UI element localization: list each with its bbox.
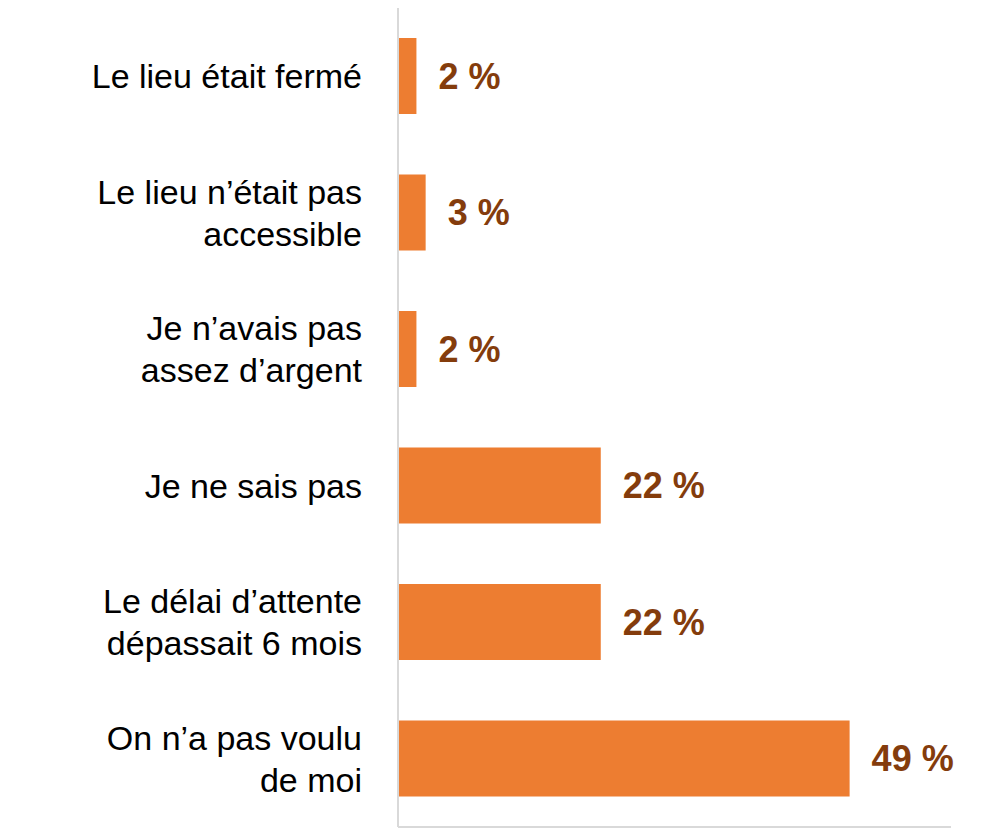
svg-text:On n’a pas voulude moi: On n’a pas voulude moi — [107, 719, 362, 799]
svg-text:Le lieu était fermé: Le lieu était fermé — [92, 57, 362, 95]
svg-text:3 %: 3 % — [448, 192, 510, 233]
svg-text:49 %: 49 % — [872, 738, 954, 779]
svg-text:22 %: 22 % — [623, 602, 705, 643]
svg-text:Le lieu n’était pasaccessible: Le lieu n’était pasaccessible — [97, 173, 362, 253]
svg-text:Je n’avais pasassez d’argent: Je n’avais pasassez d’argent — [141, 309, 363, 389]
svg-text:Je ne sais pas: Je ne sais pas — [145, 467, 362, 505]
svg-text:2 %: 2 % — [438, 329, 500, 370]
svg-text:Le délai d’attentedépassait 6: Le délai d’attentedépassait 6 mois — [103, 582, 362, 662]
svg-text:22 %: 22 % — [623, 465, 705, 506]
svg-text:2 %: 2 % — [438, 56, 500, 97]
